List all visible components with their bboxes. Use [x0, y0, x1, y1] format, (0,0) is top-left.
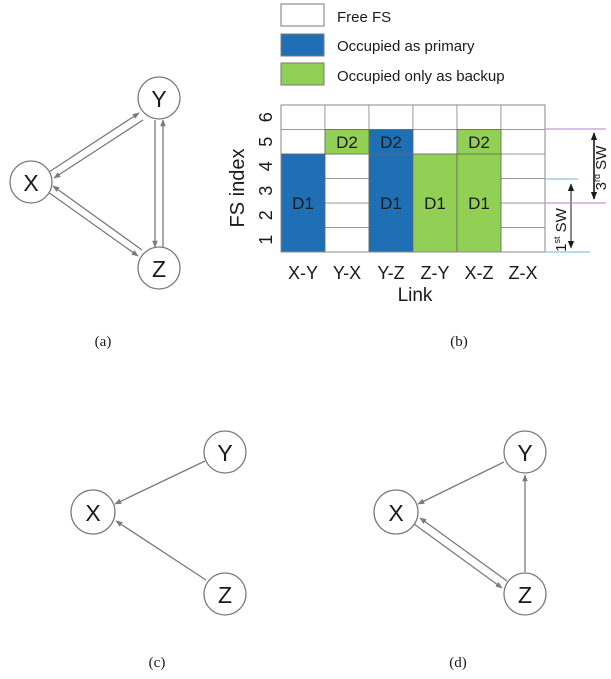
fs-cell — [280, 104, 326, 130]
edge-y-to-x — [417, 461, 505, 505]
svg-text:Z: Z — [218, 582, 232, 608]
occupancy-label: D1 — [424, 194, 446, 213]
node-z: Z — [137, 246, 181, 290]
link-ticks: X-Y Y-X Y-Z Z-Y X-Z Z-X — [288, 263, 538, 283]
fs-cell — [324, 178, 370, 204]
occupancy-block-x-z-d2 — [456, 129, 502, 155]
caption-d: (d) — [449, 655, 467, 671]
occupancy-label: D1 — [292, 194, 314, 213]
fs-cell — [500, 178, 546, 204]
edge-z-to-x — [115, 520, 207, 581]
occupancy-label: D2 — [336, 133, 358, 152]
fs-cell — [500, 104, 546, 130]
x-axis-label: Link — [398, 285, 433, 306]
sliding-window-3: 3rd SW — [546, 128, 610, 204]
legend-item-primary: Occupied as primary — [280, 33, 475, 57]
edge-z-to-x — [419, 517, 508, 582]
occupancy-label: D2 — [468, 133, 490, 152]
edge-y-to-x — [53, 119, 144, 179]
svg-text:Y: Y — [517, 440, 532, 466]
panel-d: X Y Z (d) — [373, 430, 547, 671]
occupancy-label: D1 — [380, 194, 402, 213]
caption-a: (a) — [95, 334, 112, 350]
fs-index-tick: 3 — [256, 186, 276, 196]
fs-index-ticks: 1 2 3 4 5 6 — [256, 112, 276, 245]
fs-grid-outline — [280, 104, 546, 253]
edge-y-to-x — [114, 460, 206, 505]
link-tick: Z-Y — [421, 263, 450, 283]
svg-text:X: X — [23, 170, 38, 196]
edge-x-to-z — [413, 523, 503, 589]
svg-text:Y: Y — [217, 440, 232, 466]
occupancy-block-y-z-d2 — [368, 129, 414, 155]
panel-a-edges — [47, 112, 166, 257]
link-tick: Y-X — [333, 263, 361, 283]
fs-cell — [324, 227, 370, 253]
fs-cell — [500, 227, 546, 253]
node-z: Z — [503, 572, 547, 616]
link-tick: X-Z — [465, 263, 494, 283]
fs-cell — [456, 104, 502, 130]
occupancy-blocks: D1 D2 D1 D2 D1 D1 D2 — [280, 129, 502, 253]
legend-item-free: Free FS — [280, 3, 391, 27]
svg-text:Occupied only as backup: Occupied only as backup — [337, 68, 505, 85]
svg-text:X: X — [85, 500, 100, 526]
fs-index-tick: 2 — [256, 210, 276, 220]
fs-index-tick: 6 — [256, 112, 276, 122]
node-y: Y — [503, 430, 547, 474]
fs-cell — [500, 129, 546, 155]
edge-x-to-y — [48, 112, 140, 173]
occupancy-block-y-z-d1 — [368, 153, 414, 253]
link-tick: X-Y — [288, 263, 318, 283]
sw1-label: 1st SW — [552, 207, 570, 252]
svg-text:X: X — [388, 500, 403, 526]
sliding-window-1: 1st SW — [546, 178, 590, 253]
svg-text:Z: Z — [152, 256, 166, 282]
occupancy-label: D2 — [380, 133, 402, 152]
fs-cell — [412, 129, 458, 155]
fs-cell — [500, 153, 546, 179]
fs-cell — [324, 153, 370, 179]
legend: Free FS Occupied as primary Occupied onl… — [280, 3, 505, 86]
panel-b: Free FS Occupied as primary Occupied onl… — [227, 3, 610, 350]
legend-item-backup: Occupied only as backup — [280, 62, 505, 86]
node-z: Z — [203, 572, 247, 616]
fs-index-tick: 5 — [256, 137, 276, 147]
svg-text:Z: Z — [518, 582, 532, 608]
fs-index-tick: 4 — [256, 161, 276, 171]
svg-text:Y: Y — [151, 86, 166, 112]
link-tick: Y-Z — [377, 263, 404, 283]
occupancy-block-x-y-d1 — [280, 153, 326, 253]
svg-text:Free FS: Free FS — [337, 9, 391, 26]
node-x: X — [9, 160, 53, 204]
svg-text:Occupied as primary: Occupied as primary — [337, 38, 475, 55]
panel-d-edges — [413, 461, 528, 589]
occupancy-label: D1 — [468, 194, 490, 213]
sw3-label: 3rd SW — [592, 145, 610, 191]
fs-cell — [324, 202, 370, 228]
panel-c: X Y Z (c) — [70, 430, 247, 671]
node-x: X — [373, 489, 419, 535]
fs-cell — [280, 129, 326, 155]
fs-index-tick: 1 — [256, 235, 276, 245]
fs-cell — [324, 104, 370, 130]
y-axis-label: FS index — [227, 149, 249, 228]
node-x: X — [70, 489, 116, 535]
node-y: Y — [203, 430, 247, 474]
edge-x-to-z — [47, 191, 139, 257]
fs-cell — [368, 104, 414, 130]
panel-a: X Y Z (a) — [9, 76, 181, 350]
node-y: Y — [137, 76, 181, 120]
fs-cell — [412, 104, 458, 130]
occupancy-block-x-z-d1 — [456, 153, 502, 253]
edge-z-to-x — [52, 185, 143, 251]
link-tick: Z-X — [509, 263, 538, 283]
caption-c: (c) — [149, 655, 166, 671]
grid-border — [280, 104, 546, 253]
panel-c-edges — [114, 460, 207, 581]
fs-cell — [500, 202, 546, 228]
caption-b: (b) — [450, 334, 468, 350]
